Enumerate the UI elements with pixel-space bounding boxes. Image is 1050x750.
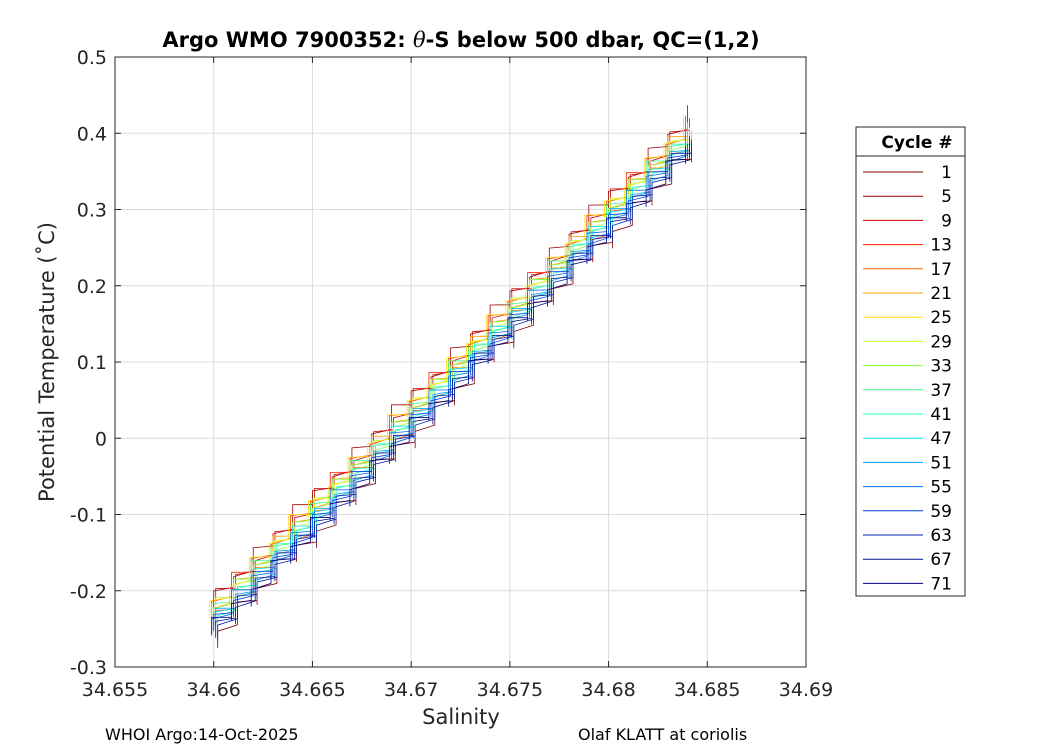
series-line-cycle-67 — [215, 135, 690, 638]
y-tick-label: 0.5 — [77, 47, 107, 69]
grid-layer — [115, 57, 806, 667]
x-tick-label: 34.69 — [779, 679, 833, 701]
x-axis-label: Salinity — [422, 705, 500, 729]
x-tick-label: 34.665 — [279, 679, 345, 701]
legend-label-9: 9 — [941, 211, 952, 231]
legend: Cycle # 15913172125293337414751555963677… — [855, 126, 966, 597]
y-tick-label: 0.2 — [77, 276, 107, 298]
legend-label-59: 59 — [930, 502, 952, 522]
y-axis-label: Potential Temperature (˚C) — [35, 222, 59, 502]
x-tick-label: 34.67 — [384, 679, 438, 701]
y-tick-label: -0.2 — [70, 581, 107, 603]
footer-date: WHOI Argo:14-Oct-2025 — [105, 725, 299, 744]
legend-label-21: 21 — [930, 284, 952, 304]
chart-title: Argo WMO 7900352: θ-S below 500 dbar, QC… — [162, 28, 759, 52]
series-line-cycle-5 — [213, 105, 688, 608]
x-tick-label: 34.675 — [477, 679, 543, 701]
legend-label-47: 47 — [930, 429, 952, 449]
y-tick-label: -0.3 — [70, 657, 107, 679]
tick-layer: 34.655 34.66 34.665 34.67 34.675 34.68 34.685 3… — [70, 47, 833, 701]
legend-title: Cycle # — [881, 133, 952, 153]
legend-label-55: 55 — [930, 478, 952, 498]
legend-label-17: 17 — [930, 260, 952, 280]
y-tick-label: 0.4 — [77, 123, 107, 145]
legend-label-13: 13 — [930, 236, 952, 256]
footer-author: Olaf KLATT at coriolis — [578, 725, 748, 744]
legend-label-63: 63 — [930, 526, 952, 546]
y-tick-label: 0 — [95, 428, 107, 450]
y-tick-label: 0.3 — [77, 200, 107, 222]
legend-label-71: 71 — [930, 574, 952, 594]
series-line-cycle-71 — [211, 147, 686, 635]
x-tick-label: 34.655 — [82, 679, 148, 701]
legend-label-33: 33 — [930, 357, 952, 377]
x-tick-label: 34.68 — [581, 679, 635, 701]
legend-label-1: 1 — [941, 163, 952, 183]
series-layer — [209, 105, 692, 648]
y-tick-label: -0.1 — [70, 505, 107, 527]
x-tick-label: 34.66 — [187, 679, 241, 701]
series-line-cycle-25 — [209, 115, 684, 618]
series-line-cycle-63 — [217, 139, 692, 642]
legend-label-51: 51 — [930, 453, 952, 473]
legend-label-25: 25 — [930, 308, 952, 328]
legend-box — [855, 126, 966, 597]
y-tick-label: 0.1 — [77, 352, 107, 374]
legend-label-29: 29 — [930, 332, 952, 352]
legend-label-41: 41 — [930, 405, 952, 425]
x-tick-label: 34.685 — [674, 679, 740, 701]
legend-label-37: 37 — [930, 381, 952, 401]
legend-label-5: 5 — [941, 187, 952, 207]
legend-label-67: 67 — [930, 550, 952, 570]
